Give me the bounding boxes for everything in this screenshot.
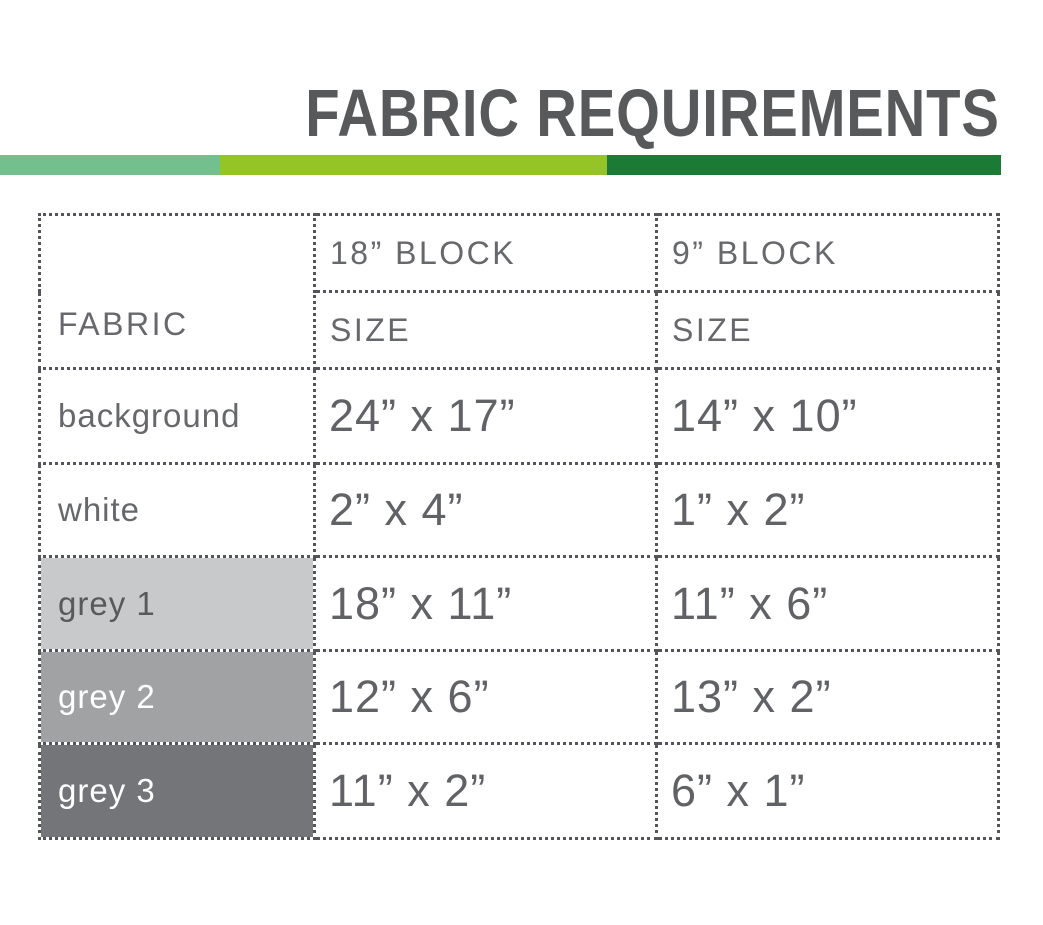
accent-bar-segment-dark [607,155,1001,175]
size-18-cell: 2” x 4” [313,462,658,558]
fabric-column-header: FABRIC [38,213,316,370]
header-row-size: SIZE SIZE [40,290,1000,370]
fabric-requirements-table: FABRIC 18” BLOCK 9” BLOCK SIZE SIZE back… [38,213,1000,840]
size-18-cell: 12” x 6” [313,649,658,745]
fabric-swatch-cell: grey 2 [38,649,316,745]
size-9-cell: 6” x 1” [655,742,1000,840]
fabric-swatch-cell: grey 1 [38,555,316,652]
table-row-grey-2: grey 2 12” x 6” 13” x 2” [38,649,1000,745]
header-18-block: 18” BLOCK [313,213,658,293]
table-row-grey-1: grey 1 18” x 11” 11” x 6” [38,555,1000,652]
accent-bar-segment-lime [220,155,607,175]
size-9-cell: 14” x 10” [655,367,1000,465]
accent-bar-segment-sage [0,155,220,175]
page-title: FABRIC REQUIREMENTS [305,76,1000,151]
size-18-cell: 24” x 17” [313,367,658,465]
size-18-cell: 18” x 11” [313,555,658,652]
fabric-name-cell: white [38,462,316,558]
table-row-white: white 2” x 4” 1” x 2” [38,462,1000,558]
accent-bar [0,155,1001,175]
table-row-grey-3: grey 3 11” x 2” 6” x 1” [38,742,1000,840]
header-size-9: SIZE [655,290,1000,370]
size-9-cell: 11” x 6” [655,555,1000,652]
size-9-cell: 13” x 2” [655,649,1000,745]
header-9-block: 9” BLOCK [655,213,1000,293]
fabric-swatch-cell: grey 3 [38,742,316,840]
size-18-cell: 11” x 2” [313,742,658,840]
header-row-block: FABRIC 18” BLOCK 9” BLOCK [38,213,1000,370]
fabric-name-cell: background [38,367,316,465]
header-size-18: SIZE [313,290,658,370]
table-row-background: background 24” x 17” 14” x 10” [38,367,1000,465]
size-9-cell: 1” x 2” [655,462,1000,558]
